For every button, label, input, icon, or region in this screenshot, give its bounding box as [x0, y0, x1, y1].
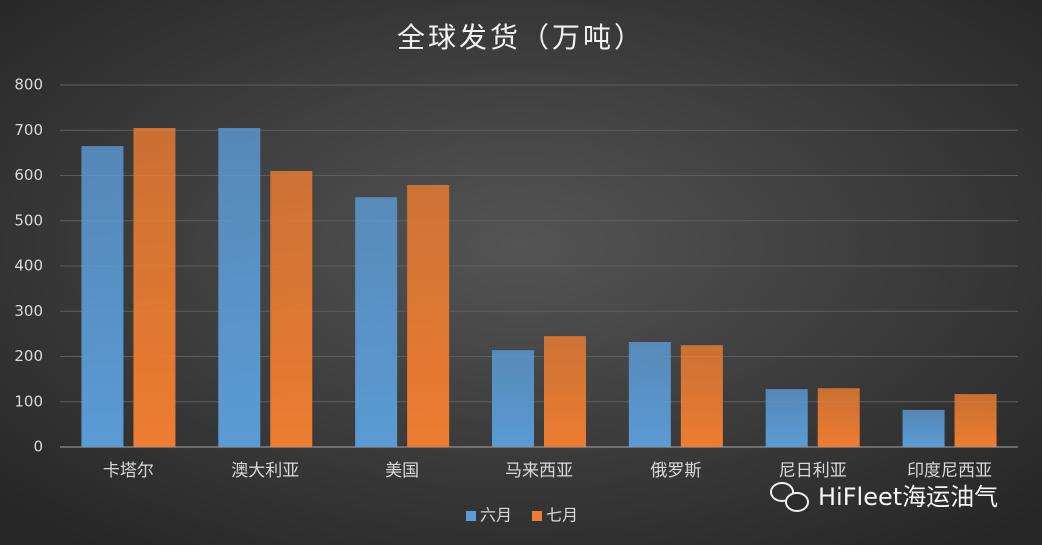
y-tick-label: 400: [14, 257, 43, 275]
bar: [81, 146, 124, 447]
y-tick-label: 600: [14, 166, 43, 184]
bar: [765, 389, 808, 447]
bar: [270, 170, 313, 447]
bar: [355, 197, 398, 447]
bar: [407, 185, 450, 447]
legend-label: 七月: [546, 506, 578, 525]
bar: [544, 336, 586, 447]
x-tick-label: 印度尼西亚: [907, 461, 992, 481]
x-tick-label: 马来西亚: [505, 461, 573, 481]
legend-label: 六月: [480, 506, 512, 525]
bar: [680, 345, 723, 447]
bar: [218, 127, 261, 448]
watermark-icon: [770, 482, 809, 512]
bar: [817, 388, 860, 447]
y-tick-label: 0: [33, 438, 43, 456]
bar: [628, 342, 671, 447]
x-tick-label: 美国: [385, 461, 419, 481]
chart-title: 全球发货（万吨）: [397, 21, 645, 54]
watermark: HiFleet海运油气: [818, 483, 998, 511]
x-tick-label: 卡塔尔: [103, 461, 154, 481]
bar: [492, 350, 534, 447]
legend-swatch: [532, 511, 542, 521]
y-tick-label: 700: [14, 121, 43, 139]
y-tick-label: 800: [14, 76, 43, 94]
y-tick-label: 500: [14, 211, 43, 229]
bar: [133, 127, 176, 448]
bar: [954, 394, 997, 447]
x-tick-label: 澳大利亚: [231, 461, 299, 481]
x-tick-label: 尼日利亚: [779, 461, 847, 481]
y-tick-label: 300: [14, 302, 43, 320]
x-tick-label: 俄罗斯: [650, 461, 701, 481]
y-tick-label: 200: [14, 347, 43, 365]
bar: [902, 409, 945, 447]
y-tick-label: 100: [14, 392, 43, 410]
legend-swatch: [466, 511, 476, 521]
